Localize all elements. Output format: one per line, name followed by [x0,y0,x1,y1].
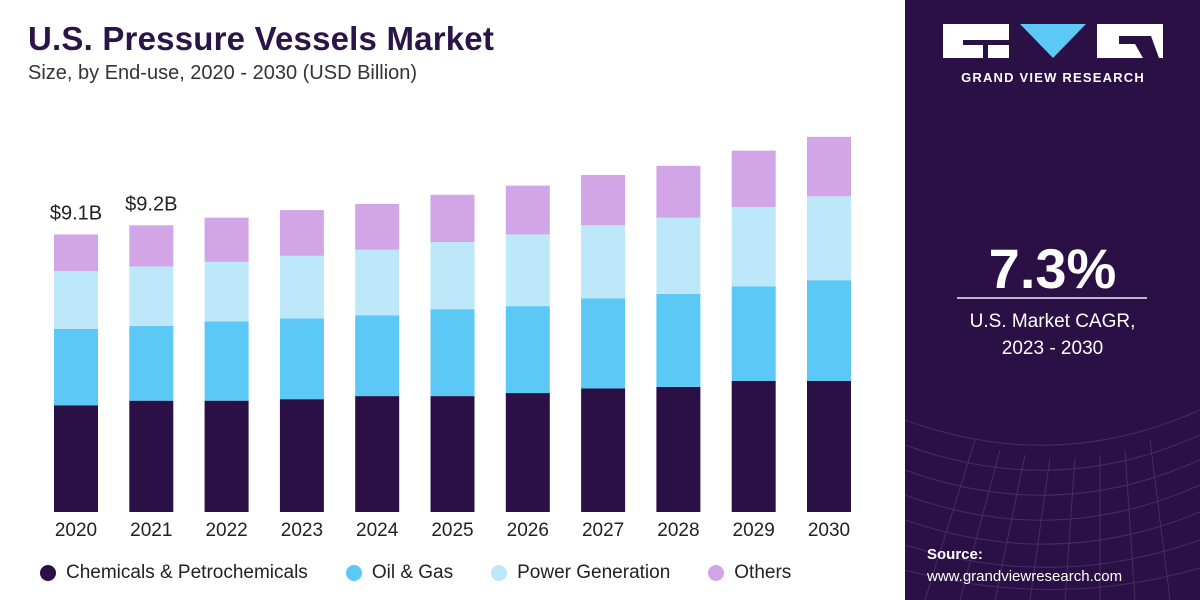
bar-segment-2029-oil-gas [731,286,776,381]
bar-segment-2023-chemicals-petrochemicals [279,399,324,512]
x-tick-label-2021: 2021 [130,520,172,541]
data-label-2020: $9.1B [50,202,102,224]
bar-segment-2026-others [505,185,550,235]
bar-segment-2024-power-generation [355,249,400,316]
source-label: Source: [927,546,983,563]
x-tick-label-2025: 2025 [431,520,473,541]
bar-segment-2030-others [807,136,851,197]
bar-segment-2023-power-generation [279,255,324,319]
x-tick-label-2026: 2026 [507,520,549,541]
bar-segment-2028-oil-gas [656,293,701,387]
source-link[interactable]: www.grandviewresearch.com [927,568,1123,585]
x-tick-label-2020: 2020 [55,520,97,541]
bar-segment-2022-power-generation [204,261,249,322]
bar-segment-2025-others [430,194,475,243]
bar-segment-2027-chemicals-petrochemicals [581,388,626,512]
bar-segment-2025-power-generation [430,242,475,310]
legend-swatch [491,565,508,581]
bar-segment-2030-oil-gas [807,280,851,381]
bar-segment-2022-chemicals-petrochemicals [204,400,249,512]
bar-segment-2023-oil-gas [279,318,324,400]
bar-segment-2021-others [129,225,174,267]
gvr-logo-icon [943,24,1163,58]
x-tick-label-2023: 2023 [281,520,323,541]
legend-swatch [345,565,362,581]
bar-segment-2022-others [204,217,249,262]
bar-segment-2021-power-generation [129,266,174,326]
chart-panel: U.S. Pressure Vessels Market Size, by En… [28,20,851,584]
bar-segment-2026-oil-gas [505,306,550,394]
x-tick-label-2027: 2027 [582,520,624,541]
bar-segment-2021-chemicals-petrochemicals [129,400,174,512]
bar-segment-2027-power-generation [581,225,626,299]
bar-segment-2029-others [731,150,776,207]
bar-segment-2029-power-generation [731,207,776,287]
bar-segment-2022-oil-gas [204,321,249,401]
bar-segment-2029-chemicals-petrochemicals [731,380,776,512]
grid-background-graphic [905,409,1200,600]
brand-sidebar: GRAND VIEW RESEARCH 7.3% U.S. Market CAG… [905,0,1200,600]
bar-segment-2026-power-generation [505,234,550,307]
legend-label: Oil & Gas [371,562,454,583]
x-tick-label-2024: 2024 [356,520,399,541]
bar-segment-2024-chemicals-petrochemicals [355,396,400,512]
legend-label: Others [734,562,792,583]
bar-segment-2020-chemicals-petrochemicals [54,405,98,512]
x-tick-label-2030: 2030 [808,520,850,541]
bar-segment-2028-others [656,165,701,218]
bar-segment-2023-others [279,210,324,256]
bar-segment-2027-oil-gas [581,298,626,389]
x-tick-label-2022: 2022 [205,520,247,541]
bar-segment-2024-others [355,203,400,250]
legend-label: Chemicals & Petrochemicals [66,562,308,583]
x-tick-label-2028: 2028 [657,520,699,541]
page-title: U.S. Pressure Vessels Market [28,20,495,57]
chart-legend: Chemicals & Petrochemicals Oil & Gas Power… [40,562,829,584]
bar-segment-2027-others [581,174,626,226]
bar-segment-2028-chemicals-petrochemicals [656,386,701,512]
bar-segment-2025-oil-gas [430,309,475,397]
cagr-label-line1: U.S. Market CAGR, [969,311,1136,332]
legend-item-chemicals-petrochemicals: Chemicals & Petrochemicals [40,562,308,584]
bar-segment-2021-oil-gas [129,325,174,401]
bar-segment-2025-chemicals-petrochemicals [430,396,475,512]
bar-segment-2020-others [54,234,98,272]
legend-item-power-generation: Power Generation [491,562,670,584]
cagr-label: U.S. Market CAGR, 2023 - 2030 [905,308,1200,362]
legend-swatch [708,565,725,581]
bar-segment-2020-power-generation [54,271,98,329]
legend-label: Power Generation [517,562,671,583]
x-tick-label-2029: 2029 [733,520,775,541]
bar-segment-2020-oil-gas [54,329,98,406]
legend-swatch [40,565,56,581]
chart-subtitle: Size, by End-use, 2020 - 2030 (USD Billi… [28,62,418,84]
legend-item-others: Others [708,562,791,584]
cagr-label-line2: 2023 - 2030 [1001,338,1104,359]
bar-segment-2024-oil-gas [355,315,400,397]
cagr-divider [957,297,1147,299]
bar-segment-2028-power-generation [656,217,701,294]
cagr-value: 7.3% [988,237,1117,300]
bar-segment-2030-power-generation [807,196,851,281]
brand-name: GRAND VIEW RESEARCH [961,70,1145,85]
stacked-bar-chart: $9.1B 2020 $9.2B 2021 2022 2023 2024 2025 2026 20… [50,136,851,541]
data-label-2021: $9.2B [125,193,177,215]
bar-segment-2030-chemicals-petrochemicals [807,380,851,512]
legend-item-oil-gas: Oil & Gas [345,562,454,584]
bar-segment-2026-chemicals-petrochemicals [505,393,550,512]
